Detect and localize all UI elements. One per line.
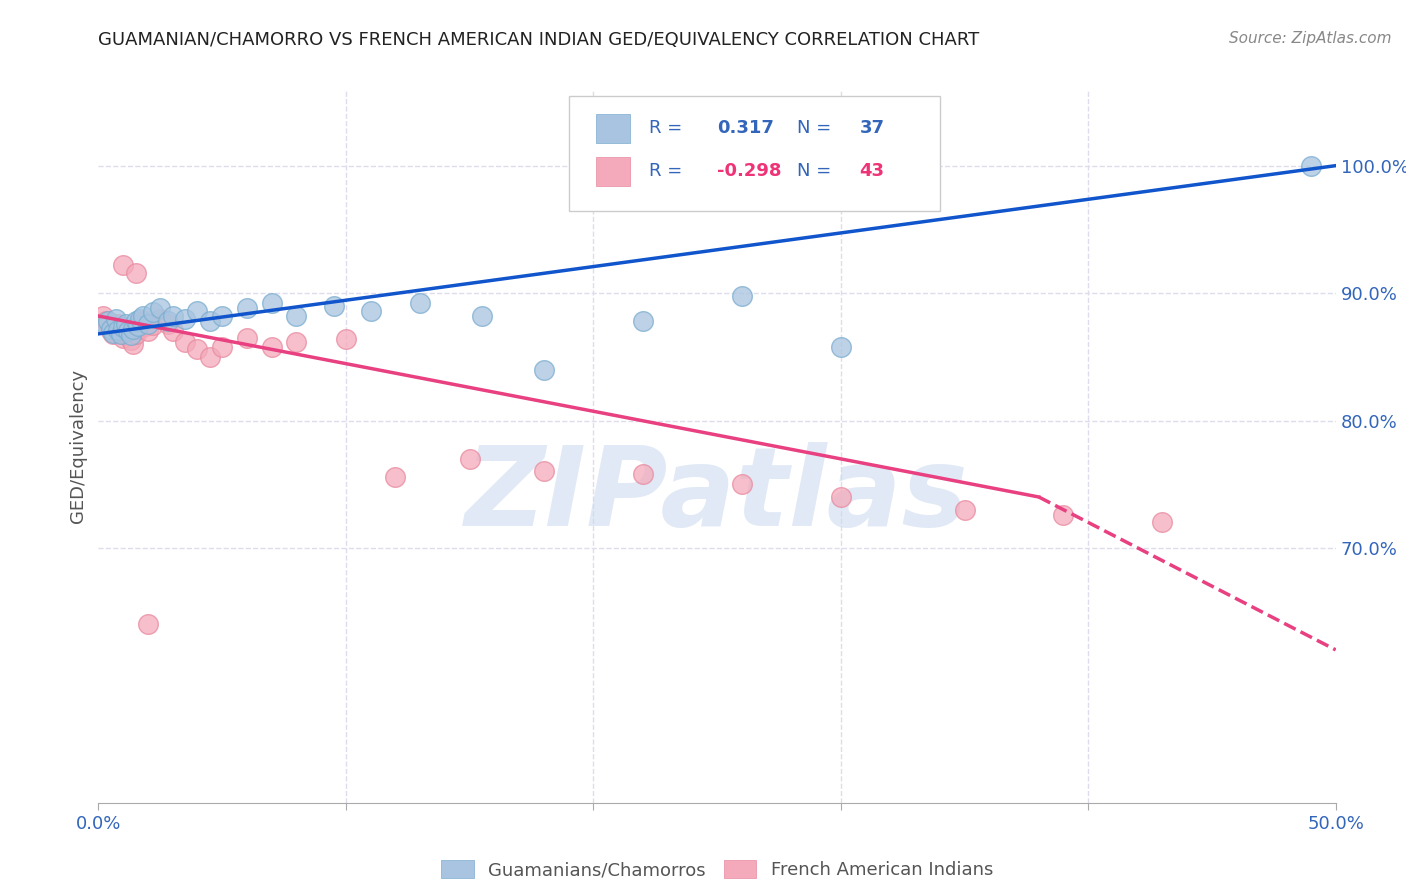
- Point: [1052, 508, 1074, 522]
- Point: [236, 331, 259, 345]
- Point: [114, 317, 136, 331]
- Text: Source: ZipAtlas.com: Source: ZipAtlas.com: [1229, 31, 1392, 46]
- Point: [132, 314, 155, 328]
- Legend: Guamanians/Chamorros, French American Indians: Guamanians/Chamorros, French American In…: [434, 853, 1000, 887]
- Point: [120, 333, 142, 347]
- Point: [285, 309, 308, 323]
- Point: [322, 299, 344, 313]
- Point: [104, 322, 127, 336]
- Point: [117, 329, 139, 343]
- Point: [384, 469, 406, 483]
- Text: 37: 37: [859, 120, 884, 137]
- Point: [120, 328, 142, 343]
- Point: [186, 342, 208, 356]
- Point: [124, 326, 146, 341]
- Point: [631, 314, 654, 328]
- Point: [122, 337, 145, 351]
- Point: [94, 314, 117, 328]
- Point: [107, 317, 129, 331]
- Point: [100, 324, 122, 338]
- Point: [731, 477, 754, 491]
- Point: [114, 324, 136, 338]
- Point: [149, 311, 172, 326]
- Point: [360, 304, 382, 318]
- Point: [285, 334, 308, 349]
- Point: [112, 320, 135, 334]
- Point: [104, 311, 127, 326]
- Point: [124, 266, 146, 280]
- FancyBboxPatch shape: [596, 157, 630, 186]
- Point: [134, 319, 156, 334]
- Point: [93, 309, 115, 323]
- Point: [142, 305, 165, 319]
- Point: [136, 617, 159, 632]
- Point: [236, 301, 259, 316]
- Point: [260, 296, 283, 310]
- Point: [953, 502, 976, 516]
- Point: [471, 309, 494, 323]
- Point: [211, 309, 233, 323]
- Point: [211, 340, 233, 354]
- Point: [97, 314, 120, 328]
- Point: [162, 309, 184, 323]
- FancyBboxPatch shape: [568, 96, 939, 211]
- Text: ZIPatlas: ZIPatlas: [465, 442, 969, 549]
- Point: [198, 314, 221, 328]
- Text: GUAMANIAN/CHAMORRO VS FRENCH AMERICAN INDIAN GED/EQUIVALENCY CORRELATION CHART: GUAMANIAN/CHAMORRO VS FRENCH AMERICAN IN…: [98, 31, 980, 49]
- Point: [110, 326, 132, 341]
- Point: [112, 258, 135, 272]
- Text: 0.317: 0.317: [717, 120, 773, 137]
- Point: [129, 317, 152, 331]
- Point: [127, 322, 149, 336]
- Text: R =: R =: [650, 162, 682, 180]
- Point: [97, 318, 120, 332]
- Point: [533, 465, 555, 479]
- Point: [162, 324, 184, 338]
- Text: R =: R =: [650, 120, 682, 137]
- Point: [156, 314, 179, 328]
- Point: [156, 317, 179, 331]
- Text: N =: N =: [797, 162, 832, 180]
- Point: [174, 334, 197, 349]
- Point: [631, 467, 654, 481]
- Point: [136, 324, 159, 338]
- Point: [830, 340, 852, 354]
- Point: [409, 296, 432, 310]
- Point: [731, 288, 754, 302]
- Point: [103, 326, 125, 341]
- Point: [260, 340, 283, 354]
- Point: [122, 322, 145, 336]
- Text: 43: 43: [859, 162, 884, 180]
- Y-axis label: GED/Equivalency: GED/Equivalency: [69, 369, 87, 523]
- Point: [174, 311, 197, 326]
- Point: [110, 326, 132, 341]
- Point: [107, 323, 129, 337]
- Point: [335, 332, 357, 346]
- Point: [117, 324, 139, 338]
- Point: [124, 314, 146, 328]
- Point: [100, 322, 122, 336]
- Point: [1152, 516, 1174, 530]
- Point: [132, 309, 155, 323]
- Point: [830, 490, 852, 504]
- Point: [458, 451, 481, 466]
- Point: [94, 318, 117, 332]
- Text: N =: N =: [797, 120, 832, 137]
- Text: -0.298: -0.298: [717, 162, 782, 180]
- Point: [129, 311, 152, 326]
- FancyBboxPatch shape: [596, 114, 630, 143]
- Point: [533, 362, 555, 376]
- Point: [186, 304, 208, 318]
- Point: [149, 301, 172, 316]
- Point: [103, 326, 125, 340]
- Point: [136, 317, 159, 331]
- Point: [112, 331, 135, 345]
- Point: [198, 350, 221, 364]
- Point: [142, 318, 165, 332]
- Point: [1299, 159, 1322, 173]
- Point: [127, 319, 149, 334]
